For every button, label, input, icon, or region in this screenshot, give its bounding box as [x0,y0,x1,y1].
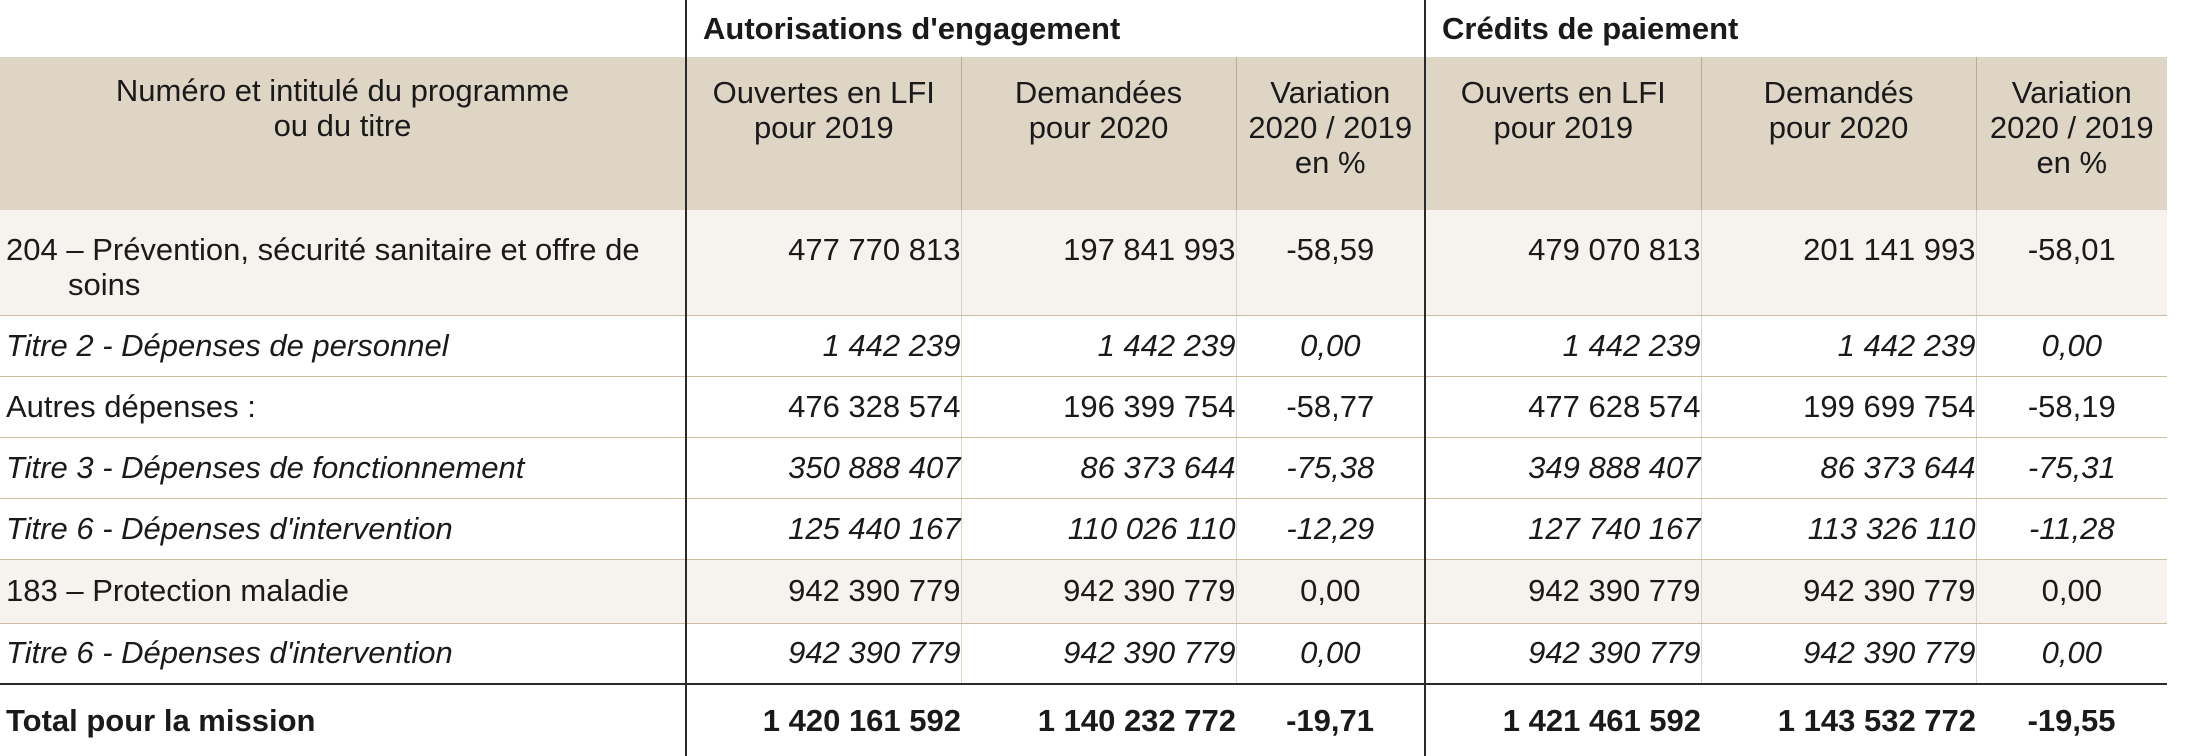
row-label: Titre 3 - Dépenses de fonctionnement [0,437,686,499]
cell-ae-variation: -58,59 [1235,210,1426,316]
header-text: en % [1294,145,1366,180]
column-header-row: Numéro et intitulé du programme ou du ti… [0,57,2168,210]
row-label: Titre 2 - Dépenses de personnel [0,315,686,377]
cell-ae-requested: 197 841 993 [960,210,1236,316]
cell-cp-open: 942 390 779 [1424,623,1702,685]
table-row-titre-6-183: Titre 6 - Dépenses d'intervention 942 39… [0,623,2168,685]
column-header-ae-open: Ouvertes en LFI pour 2019 [685,57,961,210]
header-text: en % [2036,145,2108,180]
column-header-ae-requested: Demandées pour 2020 [960,57,1236,210]
column-header-ae-variation: Variation 2020 / 2019 en % [1235,57,1426,210]
cell-ae-requested: 86 373 644 [960,437,1236,499]
cell-ae-variation: -12,29 [1235,498,1426,560]
header-text: Demandés [1763,75,1914,110]
cell-cp-requested: 113 326 110 [1700,498,1977,560]
cell-cp-requested: 199 699 754 [1700,376,1977,438]
cell-ae-variation: 0,00 [1235,559,1426,624]
cell-cp-open: 942 390 779 [1424,559,1702,624]
header-text: Variation [1270,75,1391,110]
header-text: pour 2020 [1768,110,1909,145]
total-cp-requested: 1 143 532 772 [1701,683,1977,756]
cell-cp-requested: 942 390 779 [1700,623,1977,685]
column-header-cp-variation: Variation 2020 / 2019 en % [1975,57,2168,210]
header-text: 2020 / 2019 [1248,110,1413,145]
cell-cp-open: 349 888 407 [1424,437,1702,499]
total-cp-open: 1 421 461 592 [1424,683,1702,756]
cell-ae-variation: -58,77 [1235,376,1426,438]
row-label-line1: 204 – Prévention, sécurité sanitaire et … [6,232,640,267]
cell-ae-open: 1 442 239 [685,315,961,377]
group-header-empty [0,0,686,57]
total-cp-variation: -19,55 [1976,683,2168,756]
header-text: 2020 / 2019 [1989,110,2154,145]
table-row-titre-3: Titre 3 - Dépenses de fonctionnement 350… [0,437,2168,499]
cell-cp-variation: -58,19 [1975,376,2168,438]
cell-ae-open: 350 888 407 [685,437,961,499]
cell-cp-open: 1 442 239 [1424,315,1702,377]
cell-cp-variation: -75,31 [1975,437,2168,499]
row-label: Autres dépenses : [0,376,686,438]
group-header-ae: Autorisations d'engagement [684,0,1426,57]
column-header-label-line1: Numéro et intitulé du programme [115,73,570,108]
column-header-cp-open: Ouverts en LFI pour 2019 [1424,57,1702,210]
total-ae-variation: -19,71 [1236,683,1426,756]
cell-cp-variation: -11,28 [1975,498,2168,560]
row-label: Titre 6 - Dépenses d'intervention [0,623,686,685]
cell-ae-variation: 0,00 [1235,315,1426,377]
table-row-autres-depenses: Autres dépenses : 476 328 574 196 399 75… [0,376,2168,438]
total-ae-open: 1 420 161 592 [685,683,961,756]
row-label-line2: soins [68,267,141,302]
cell-ae-requested: 196 399 754 [960,376,1236,438]
cell-cp-variation: -58,01 [1975,210,2168,316]
header-text: Demandées [1014,75,1183,110]
column-header-cp-requested: Demandés pour 2020 [1700,57,1977,210]
cell-ae-open: 477 770 813 [685,210,961,316]
row-label: 183 – Protection maladie [0,559,686,624]
total-ae-requested: 1 140 232 772 [961,683,1236,756]
row-label: Titre 6 - Dépenses d'intervention [0,498,686,560]
table-row-titre-2: Titre 2 - Dépenses de personnel 1 442 23… [0,315,2168,377]
cell-ae-requested: 942 390 779 [960,623,1236,685]
cell-ae-open: 942 390 779 [685,559,961,624]
cell-ae-requested: 1 442 239 [960,315,1236,377]
cell-ae-requested: 942 390 779 [960,559,1236,624]
header-text: pour 2020 [1028,110,1169,145]
table-row-total: Total pour la mission 1 420 161 592 1 14… [0,683,2168,756]
cell-ae-open: 476 328 574 [685,376,961,438]
cell-ae-requested: 110 026 110 [960,498,1236,560]
cell-cp-variation: 0,00 [1975,315,2168,377]
cell-ae-open: 942 390 779 [685,623,961,685]
header-text: Ouvertes en LFI [712,75,935,110]
cell-ae-variation: -75,38 [1235,437,1426,499]
cell-cp-requested: 86 373 644 [1700,437,1977,499]
cell-cp-open: 127 740 167 [1424,498,1702,560]
table-row-titre-6: Titre 6 - Dépenses d'intervention 125 44… [0,498,2168,560]
cell-cp-variation: 0,00 [1975,623,2168,685]
header-text: Ouverts en LFI [1460,75,1666,110]
column-header-label: Numéro et intitulé du programme ou du ti… [0,57,686,210]
table-row-program-183: 183 – Protection maladie 942 390 779 942… [0,559,2168,624]
row-label: 204 – Prévention, sécurité sanitaire et … [0,210,686,316]
header-text: pour 2019 [1493,110,1634,145]
header-text: Variation [2011,75,2132,110]
cell-ae-open: 125 440 167 [685,498,961,560]
table-row-program-204: 204 – Prévention, sécurité sanitaire et … [0,210,2168,316]
cell-cp-requested: 1 442 239 [1700,315,1977,377]
column-header-label-line2: ou du titre [273,108,412,143]
cell-cp-open: 477 628 574 [1424,376,1702,438]
header-text: pour 2019 [753,110,894,145]
group-header-cp: Crédits de paiement [1424,0,2168,57]
cell-cp-requested: 201 141 993 [1700,210,1977,316]
group-header-row: Autorisations d'engagement Crédits de pa… [0,0,2168,57]
cell-cp-variation: 0,00 [1975,559,2168,624]
cell-cp-open: 479 070 813 [1424,210,1702,316]
cell-ae-variation: 0,00 [1235,623,1426,685]
cell-cp-requested: 942 390 779 [1700,559,1977,624]
total-label: Total pour la mission [0,683,686,756]
